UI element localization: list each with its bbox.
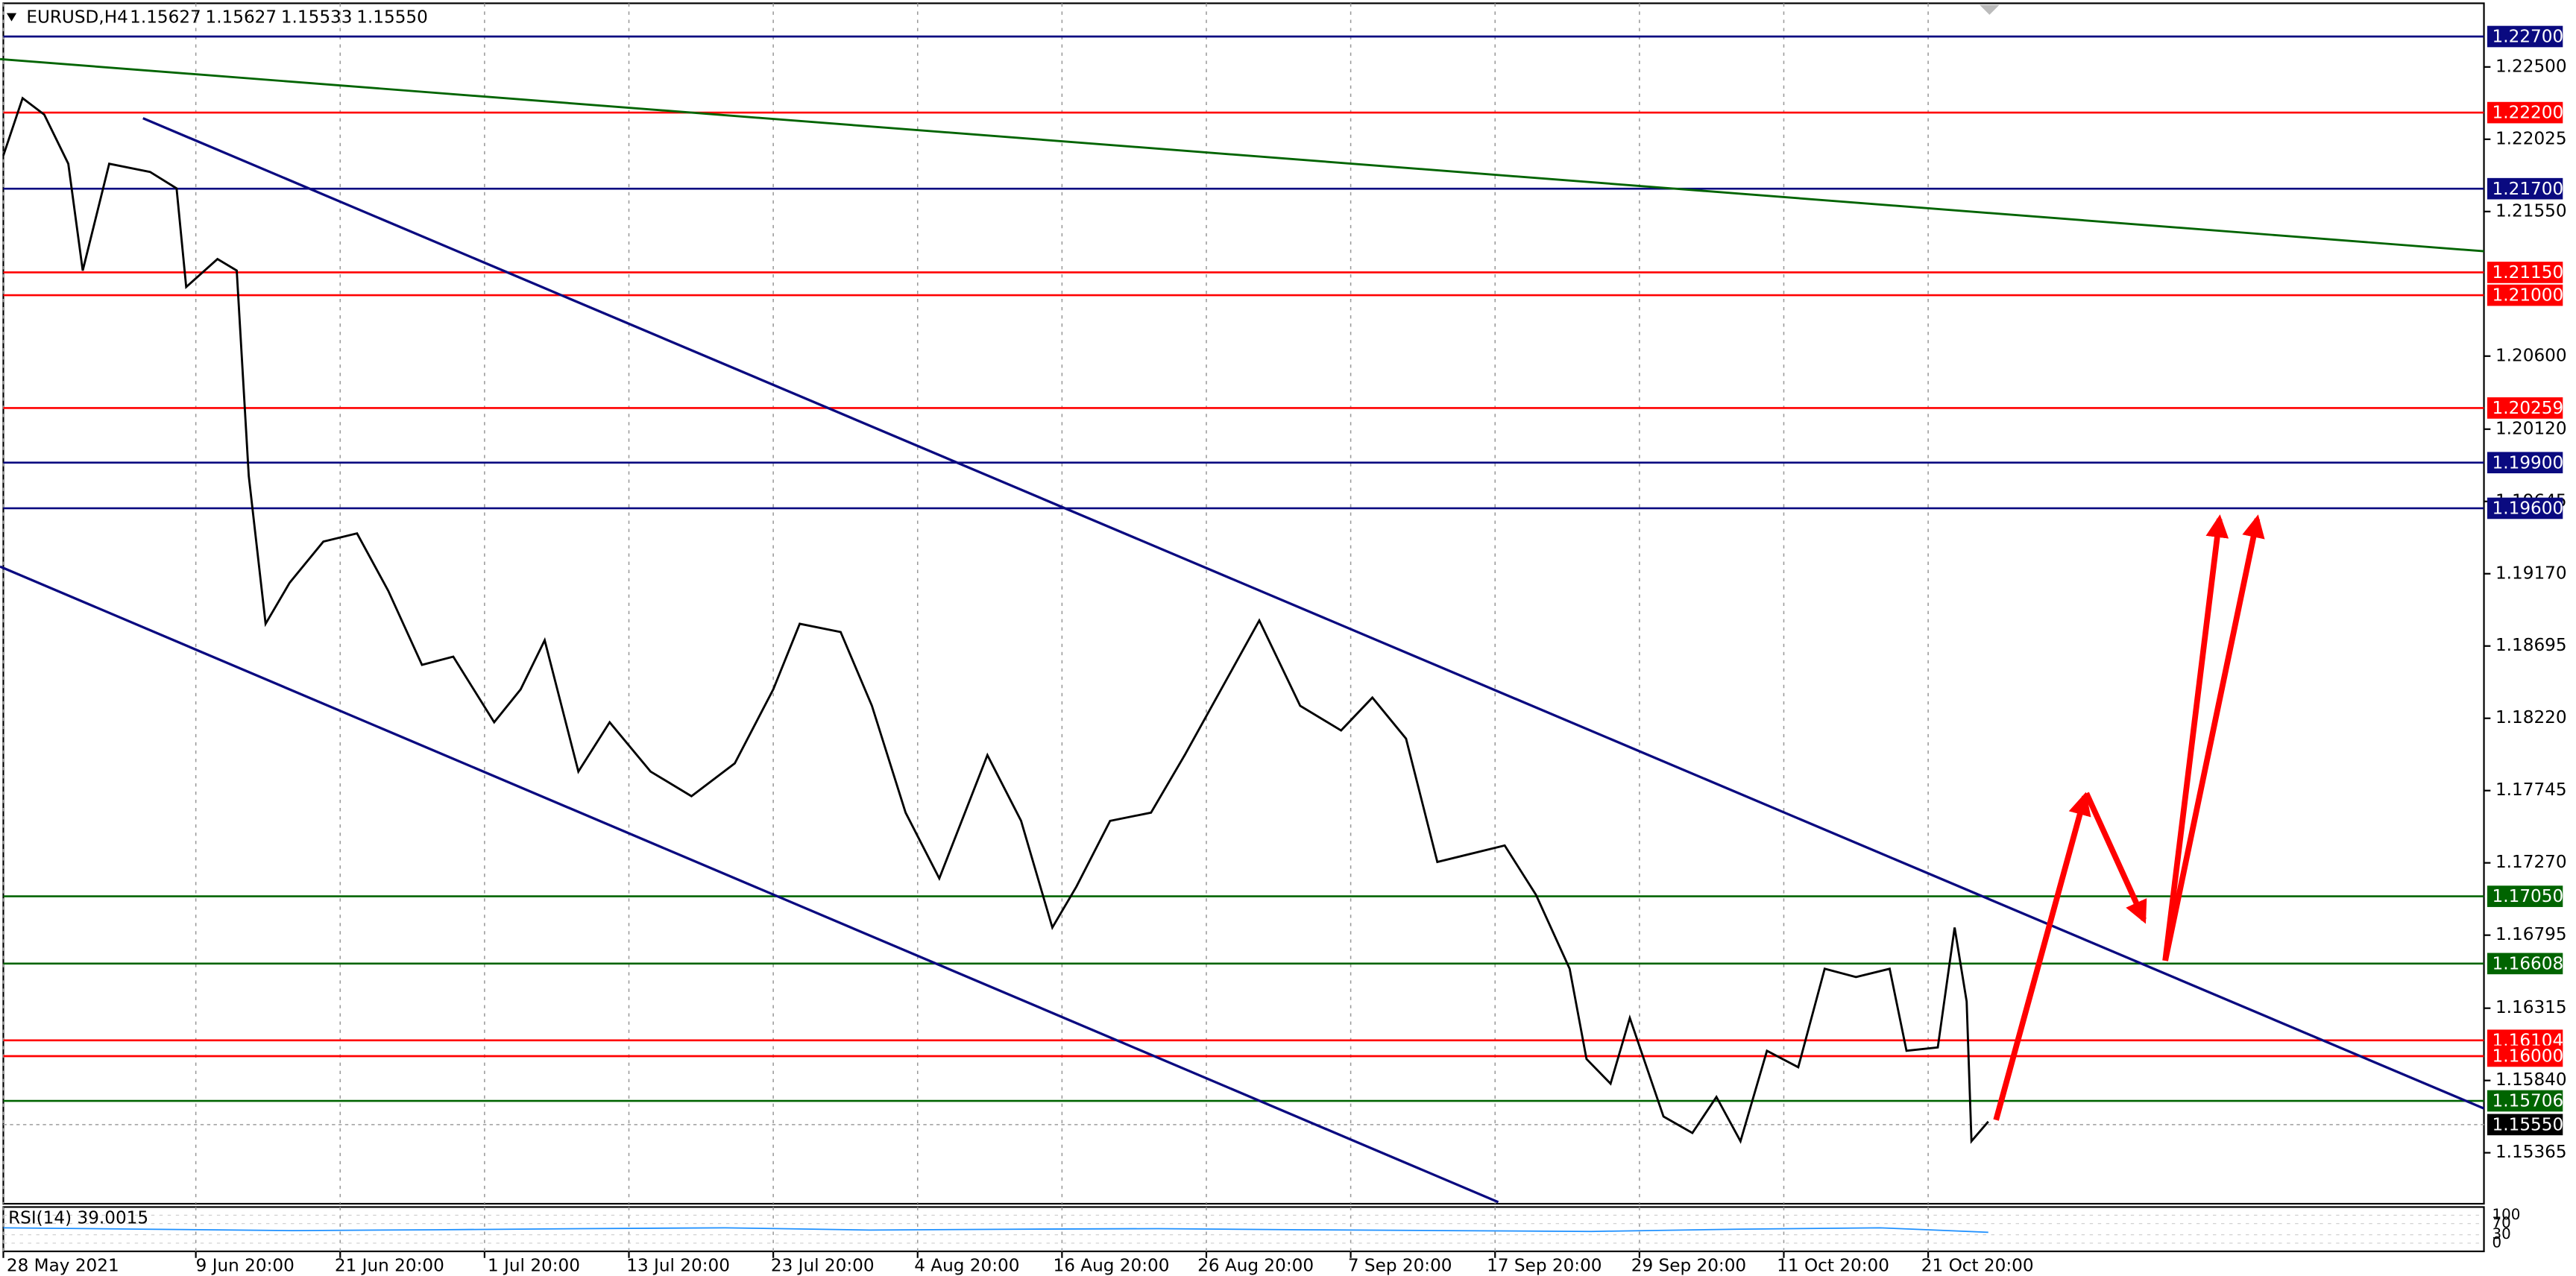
x-tick-label: 23 Jul 20:00 (771, 1256, 875, 1275)
ohlc: 1.15627 (130, 8, 201, 28)
level-label-bg (2487, 953, 2563, 975)
rsi-frame (2, 1206, 2485, 1253)
level-label-bg (2487, 177, 2563, 200)
level-label: 1.21700 (2492, 180, 2564, 199)
level-label-bg (2487, 497, 2563, 519)
y-tick-label: 1.17745 (2495, 780, 2567, 800)
level-label: 1.19900 (2492, 453, 2564, 473)
level-label-bg (2487, 25, 2563, 48)
ohlc: 1.15533 (281, 8, 353, 28)
x-tick-label: 4 Aug 20:00 (914, 1256, 1019, 1275)
y-tick-label: 1.20600 (2495, 346, 2567, 365)
level-label-bg (2487, 452, 2563, 474)
level-label-bg (2487, 1045, 2563, 1067)
level-label: 1.19600 (2492, 499, 2564, 519)
trend-line (0, 57, 2484, 253)
channel-upper (142, 117, 2485, 1110)
x-tick-label: 13 Jul 20:00 (626, 1256, 730, 1275)
x-tick-label: 29 Sep 20:00 (1631, 1256, 1746, 1275)
rsi-tick-label: 70 (2492, 1214, 2511, 1231)
y-tick-label: 1.18220 (2495, 708, 2567, 727)
channel-lower (0, 565, 1499, 1204)
y-tick-label: 1.15840 (2495, 1070, 2567, 1090)
level-label: 1.22700 (2492, 28, 2564, 47)
level-label: 1.16608 (2492, 954, 2564, 973)
price-line (2, 96, 1989, 1144)
arrow (2083, 792, 2147, 924)
rsi-tick-label: 0 (2492, 1234, 2502, 1251)
x-tick-label: 17 Sep 20:00 (1487, 1256, 1602, 1275)
rsi-title: RSI(14) 39.0015 (8, 1208, 148, 1228)
level-label-bg (2487, 284, 2563, 306)
price (2, 96, 1989, 1234)
level-label-bg (2487, 262, 2563, 283)
level-label-bg (2487, 1090, 2563, 1112)
shift-marker (1980, 4, 2000, 15)
y-tick-label: 1.19170 (2495, 563, 2567, 583)
ohlc: 1.15550 (356, 8, 428, 28)
rsi-tick-label: 100 (2492, 1206, 2521, 1223)
x-tick-label: 7 Sep 20:00 (1348, 1256, 1452, 1275)
x-tick-label: 9 Jun 20:00 (196, 1256, 295, 1275)
level-label: 1.21000 (2492, 286, 2564, 306)
x-tick-label: 26 Aug 20:00 (1197, 1256, 1314, 1275)
x-tick-label: 21 Oct 20:00 (1921, 1256, 2034, 1275)
level-label-bg (2487, 397, 2563, 419)
y-tick-label: 1.15365 (2495, 1143, 2567, 1162)
y-tick-label: 1.16795 (2495, 925, 2567, 944)
y-tick-label: 1.22025 (2495, 129, 2567, 148)
level-label-bg (2487, 101, 2563, 124)
arrow (2162, 514, 2229, 961)
y-tick-label: 1.21550 (2495, 201, 2567, 221)
grid (2, 3, 2484, 1251)
rsi-tick-label: 30 (2492, 1225, 2511, 1242)
level-label: 1.16000 (2492, 1047, 2564, 1067)
x-tick-label: 21 Jun 20:00 (335, 1256, 444, 1275)
arrow (2162, 514, 2265, 961)
y-tick-label: 1.17270 (2495, 853, 2567, 872)
level-label: 1.22200 (2492, 104, 2564, 123)
forecast-arrows (1993, 514, 2265, 1121)
level-label: 1.21150 (2492, 263, 2564, 282)
level-label: 1.15550 (2492, 1115, 2564, 1134)
y-tick-label: 1.20120 (2495, 419, 2567, 438)
y-tick-label: 1.22500 (2495, 57, 2567, 76)
price-line (3, 1227, 1988, 1234)
ohlc: 1.15627 (205, 8, 277, 28)
x-tick-label: 16 Aug 20:00 (1054, 1256, 1170, 1275)
levels (3, 35, 2484, 1125)
level-label-bg (2487, 1114, 2563, 1136)
symbol: EURUSD,H4 (26, 8, 127, 28)
x-tick-label: 1 Jul 20:00 (488, 1256, 580, 1275)
x-tick-label: 28 May 2021 (7, 1256, 119, 1275)
level-label: 1.20259 (2492, 399, 2564, 418)
axes: 28 May 2021 9 Jun 20:00 21 Jun 20:00 1 Jul … (2, 25, 2567, 1275)
menu-marker (6, 13, 17, 22)
level-label: 1.15706 (2492, 1092, 2564, 1111)
y-tick-label: 1.16315 (2495, 998, 2567, 1017)
x-tick-label: 11 Oct 20:00 (1777, 1256, 1889, 1275)
level-label: 1.17050 (2492, 887, 2564, 906)
arrow (1993, 792, 2091, 1121)
level-label-bg (2487, 885, 2563, 907)
y-tick-label: 1.18695 (2495, 636, 2567, 655)
